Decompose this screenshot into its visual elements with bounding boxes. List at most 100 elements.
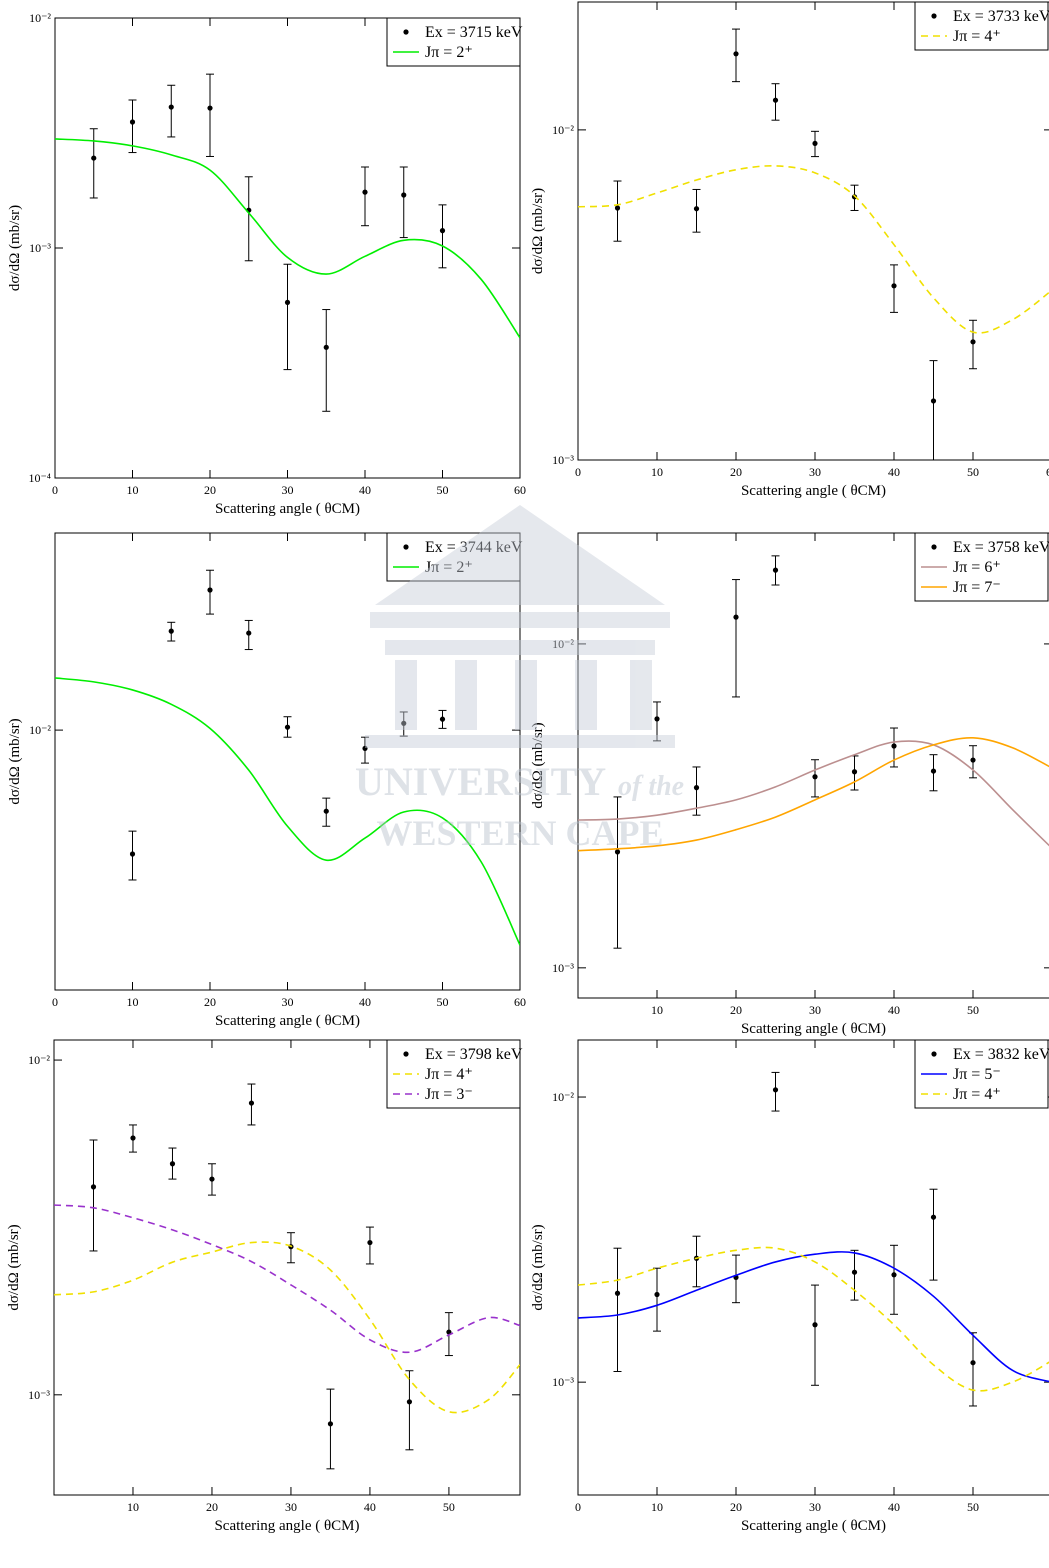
data-point bbox=[367, 1239, 373, 1246]
x-tick-label: 30 bbox=[285, 1500, 297, 1514]
data-point bbox=[812, 774, 818, 780]
data-point bbox=[693, 785, 700, 791]
data-point bbox=[970, 757, 976, 763]
data-point bbox=[654, 716, 660, 722]
legend-label: Jπ = 4⁺ bbox=[953, 1086, 1001, 1103]
plot-frame bbox=[53, 1039, 521, 1496]
x-tick-label: 0 bbox=[52, 995, 58, 1009]
panel: 0 10 20 30 40 50 60 10⁻² Scattering angle ( θCM)… bbox=[7, 532, 526, 1029]
legend-label: Ex = 3733 keV bbox=[953, 8, 1049, 25]
x-tick-label: 20 bbox=[206, 1500, 218, 1514]
x-axis-label: Scattering angle ( θCM) bbox=[741, 1021, 886, 1037]
x-tick-label: 20 bbox=[730, 1003, 742, 1017]
legend-label: Jπ = 5⁻ bbox=[953, 1066, 1001, 1083]
data-point bbox=[323, 344, 329, 350]
x-tick-label: 30 bbox=[282, 483, 294, 497]
curve bbox=[578, 740, 1049, 847]
data-point bbox=[362, 745, 368, 752]
curve bbox=[578, 164, 1049, 334]
y-tick-label: 10⁻³ bbox=[552, 1375, 574, 1389]
y-tick-label: 10⁻² bbox=[552, 123, 574, 137]
data-point bbox=[614, 1290, 621, 1296]
legend-box bbox=[386, 17, 521, 67]
watermark-text: of the bbox=[618, 771, 684, 802]
data-point bbox=[812, 1322, 818, 1328]
x-tick-label: 50 bbox=[967, 1500, 979, 1514]
legend-swatch bbox=[403, 29, 409, 35]
x-tick-label: 40 bbox=[359, 483, 371, 497]
data-point bbox=[891, 743, 897, 749]
data-point bbox=[772, 567, 779, 573]
curve bbox=[54, 1204, 520, 1354]
x-tick-label: 20 bbox=[730, 465, 742, 479]
x-axis-label: Scattering angle ( θCM) bbox=[215, 501, 360, 517]
plot-frame bbox=[54, 17, 521, 479]
legend-label: Ex = 3715 keV bbox=[425, 24, 523, 41]
data-point bbox=[930, 768, 937, 774]
watermark: UNIVERSITY of the WESTERN CAPE bbox=[355, 505, 684, 853]
data-point bbox=[970, 1360, 976, 1366]
data-point bbox=[930, 398, 937, 404]
data-point bbox=[851, 769, 858, 775]
y-axis-label: dσ/dΩ (mb/sr) bbox=[530, 188, 546, 274]
legend-label: Ex = 3758 keV bbox=[953, 539, 1049, 556]
data-point bbox=[970, 339, 976, 345]
legend-swatch bbox=[403, 1051, 409, 1057]
y-tick-label: 10⁻³ bbox=[29, 241, 51, 255]
y-tick-label: 10⁻⁴ bbox=[28, 471, 51, 485]
plot-area bbox=[55, 73, 520, 412]
legend: Ex = 3832 keV Jπ = 5⁻ Jπ = 4⁺ bbox=[914, 1039, 1049, 1109]
data-point bbox=[614, 205, 621, 211]
data-point bbox=[401, 192, 407, 198]
x-tick-label: 50 bbox=[443, 1500, 455, 1514]
curve bbox=[578, 737, 1049, 852]
legend-label: Jπ = 3⁻ bbox=[425, 1086, 473, 1103]
legend-label: Jπ = 2⁺ bbox=[425, 44, 473, 61]
curve bbox=[55, 138, 520, 339]
data-point bbox=[168, 104, 174, 110]
x-axis-label: Scattering angle ( θCM) bbox=[741, 483, 886, 499]
x-tick-label: 10 bbox=[651, 1500, 663, 1514]
data-point bbox=[207, 587, 213, 593]
curve bbox=[55, 677, 520, 946]
x-tick-label: 40 bbox=[359, 995, 371, 1009]
legend-label: Jπ = 2⁺ bbox=[425, 559, 473, 576]
x-axis-label: Scattering angle ( θCM) bbox=[741, 1518, 886, 1534]
panel: 0 10 20 30 40 50 10⁻³ 10⁻² Scattering angle ( θC… bbox=[530, 1039, 1049, 1534]
x-tick-label: 0 bbox=[575, 465, 581, 479]
legend-label: Jπ = 4⁺ bbox=[425, 1066, 473, 1083]
watermark-text: WESTERN CAPE bbox=[376, 813, 663, 853]
data-point bbox=[91, 155, 97, 161]
x-tick-label: 10 bbox=[127, 483, 139, 497]
legend-label: Jπ = 4⁺ bbox=[953, 28, 1001, 45]
y-axis-label: dσ/dΩ (mb/sr) bbox=[530, 1224, 546, 1310]
data-point bbox=[772, 1087, 779, 1093]
plot-area bbox=[578, 1071, 1049, 1407]
x-tick-label: 20 bbox=[730, 1500, 742, 1514]
panel: 0 10 20 30 40 50 60 10⁻⁴ 10⁻³ 10⁻² Scattering angl… bbox=[7, 11, 526, 517]
data-point bbox=[614, 849, 621, 855]
data-point bbox=[851, 1269, 858, 1275]
x-tick-label: 50 bbox=[967, 1003, 979, 1017]
data-point bbox=[930, 1214, 937, 1220]
curve bbox=[578, 1251, 1049, 1383]
data-point bbox=[284, 299, 291, 306]
x-axis-label: Scattering angle ( θCM) bbox=[214, 1518, 359, 1534]
data-point bbox=[733, 51, 739, 57]
data-point bbox=[401, 720, 407, 726]
data-point bbox=[693, 206, 700, 212]
y-tick-label: 10⁻³ bbox=[552, 453, 574, 467]
legend-swatch bbox=[403, 544, 409, 550]
y-tick-label: 10⁻² bbox=[29, 723, 51, 737]
x-tick-label: 30 bbox=[282, 995, 294, 1009]
legend-box bbox=[914, 1, 1049, 51]
data-point bbox=[439, 228, 446, 234]
x-tick-label: 0 bbox=[52, 483, 58, 497]
x-tick-label: 40 bbox=[364, 1500, 376, 1514]
plot-frame bbox=[577, 1, 1049, 461]
y-axis-label: dσ/dΩ (mb/sr) bbox=[7, 205, 23, 291]
x-tick-label: 30 bbox=[809, 1003, 821, 1017]
data-point bbox=[654, 1291, 660, 1298]
legend: Ex = 3733 keV Jπ = 4⁺ bbox=[914, 1, 1049, 51]
